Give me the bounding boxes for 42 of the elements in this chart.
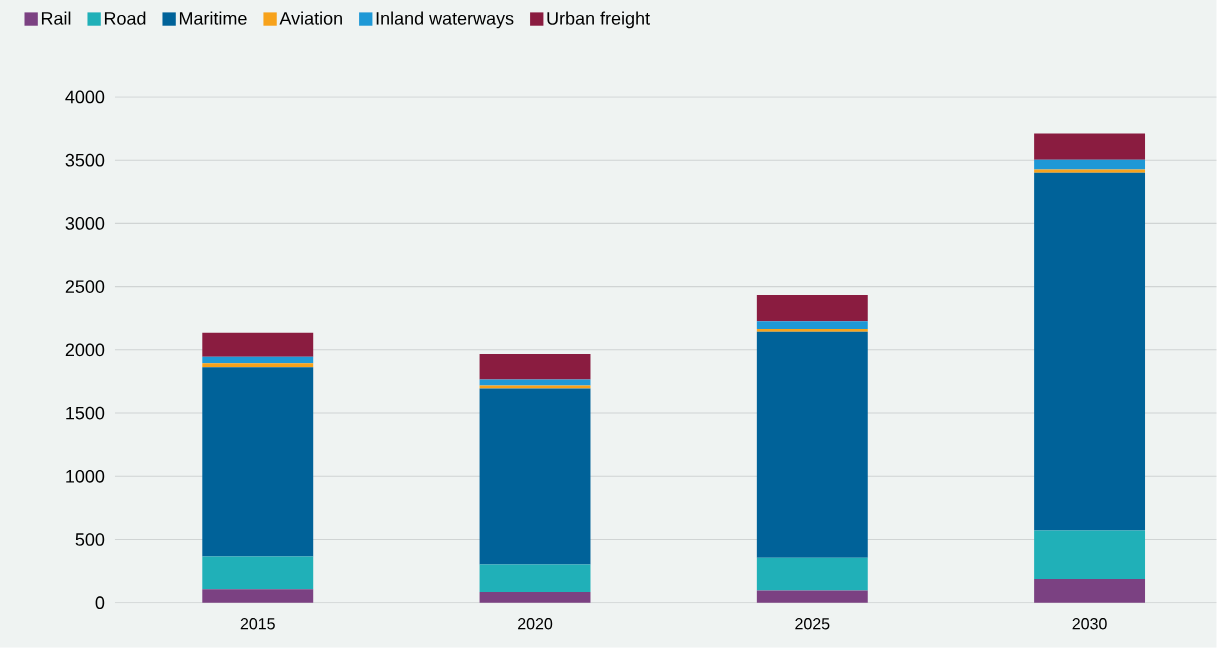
bar bbox=[1034, 169, 1146, 173]
legend-label: Road bbox=[104, 11, 146, 25]
bar bbox=[1034, 579, 1146, 603]
bar bbox=[756, 329, 868, 332]
bar bbox=[202, 363, 314, 368]
bar bbox=[479, 385, 591, 389]
bar bbox=[756, 321, 868, 330]
bar bbox=[202, 367, 314, 557]
y-tick-label: 0 bbox=[95, 596, 105, 610]
y-tick-label: 1500 bbox=[66, 406, 105, 420]
bar bbox=[1034, 530, 1146, 580]
y-tick-label: 500 bbox=[75, 533, 105, 546]
bar bbox=[1034, 133, 1146, 160]
bar bbox=[202, 556, 314, 590]
bar bbox=[202, 332, 314, 357]
legend-label: Urban freight bbox=[547, 11, 650, 29]
x-tick-label: 2015 bbox=[240, 618, 275, 630]
y-tick-label: 3500 bbox=[65, 153, 105, 167]
y-tick-label: 3000 bbox=[65, 217, 105, 230]
bar bbox=[202, 589, 314, 603]
y-tick-label: 2500 bbox=[65, 280, 105, 294]
bar bbox=[756, 331, 868, 558]
bar bbox=[1034, 172, 1146, 531]
x-tick-label: 2030 bbox=[1072, 618, 1107, 630]
bar bbox=[1034, 159, 1146, 170]
bar bbox=[756, 590, 868, 603]
legend-label: Inland waterways bbox=[376, 11, 514, 29]
bar bbox=[756, 295, 868, 322]
legend-label: Maritime bbox=[179, 11, 247, 25]
x-tick-label: 2025 bbox=[795, 618, 830, 630]
bar bbox=[479, 564, 591, 593]
legend-label: Rail bbox=[41, 11, 71, 25]
y-tick-label: 4000 bbox=[65, 90, 105, 104]
bar bbox=[756, 557, 868, 591]
legend-label: Aviation bbox=[279, 11, 342, 25]
bar bbox=[202, 356, 314, 364]
y-tick-label: 2000 bbox=[65, 343, 105, 357]
bar bbox=[479, 592, 591, 603]
x-tick-label: 2020 bbox=[518, 618, 553, 630]
bar bbox=[479, 388, 591, 565]
bar bbox=[479, 354, 591, 380]
y-tick-label: 1000 bbox=[66, 470, 105, 483]
